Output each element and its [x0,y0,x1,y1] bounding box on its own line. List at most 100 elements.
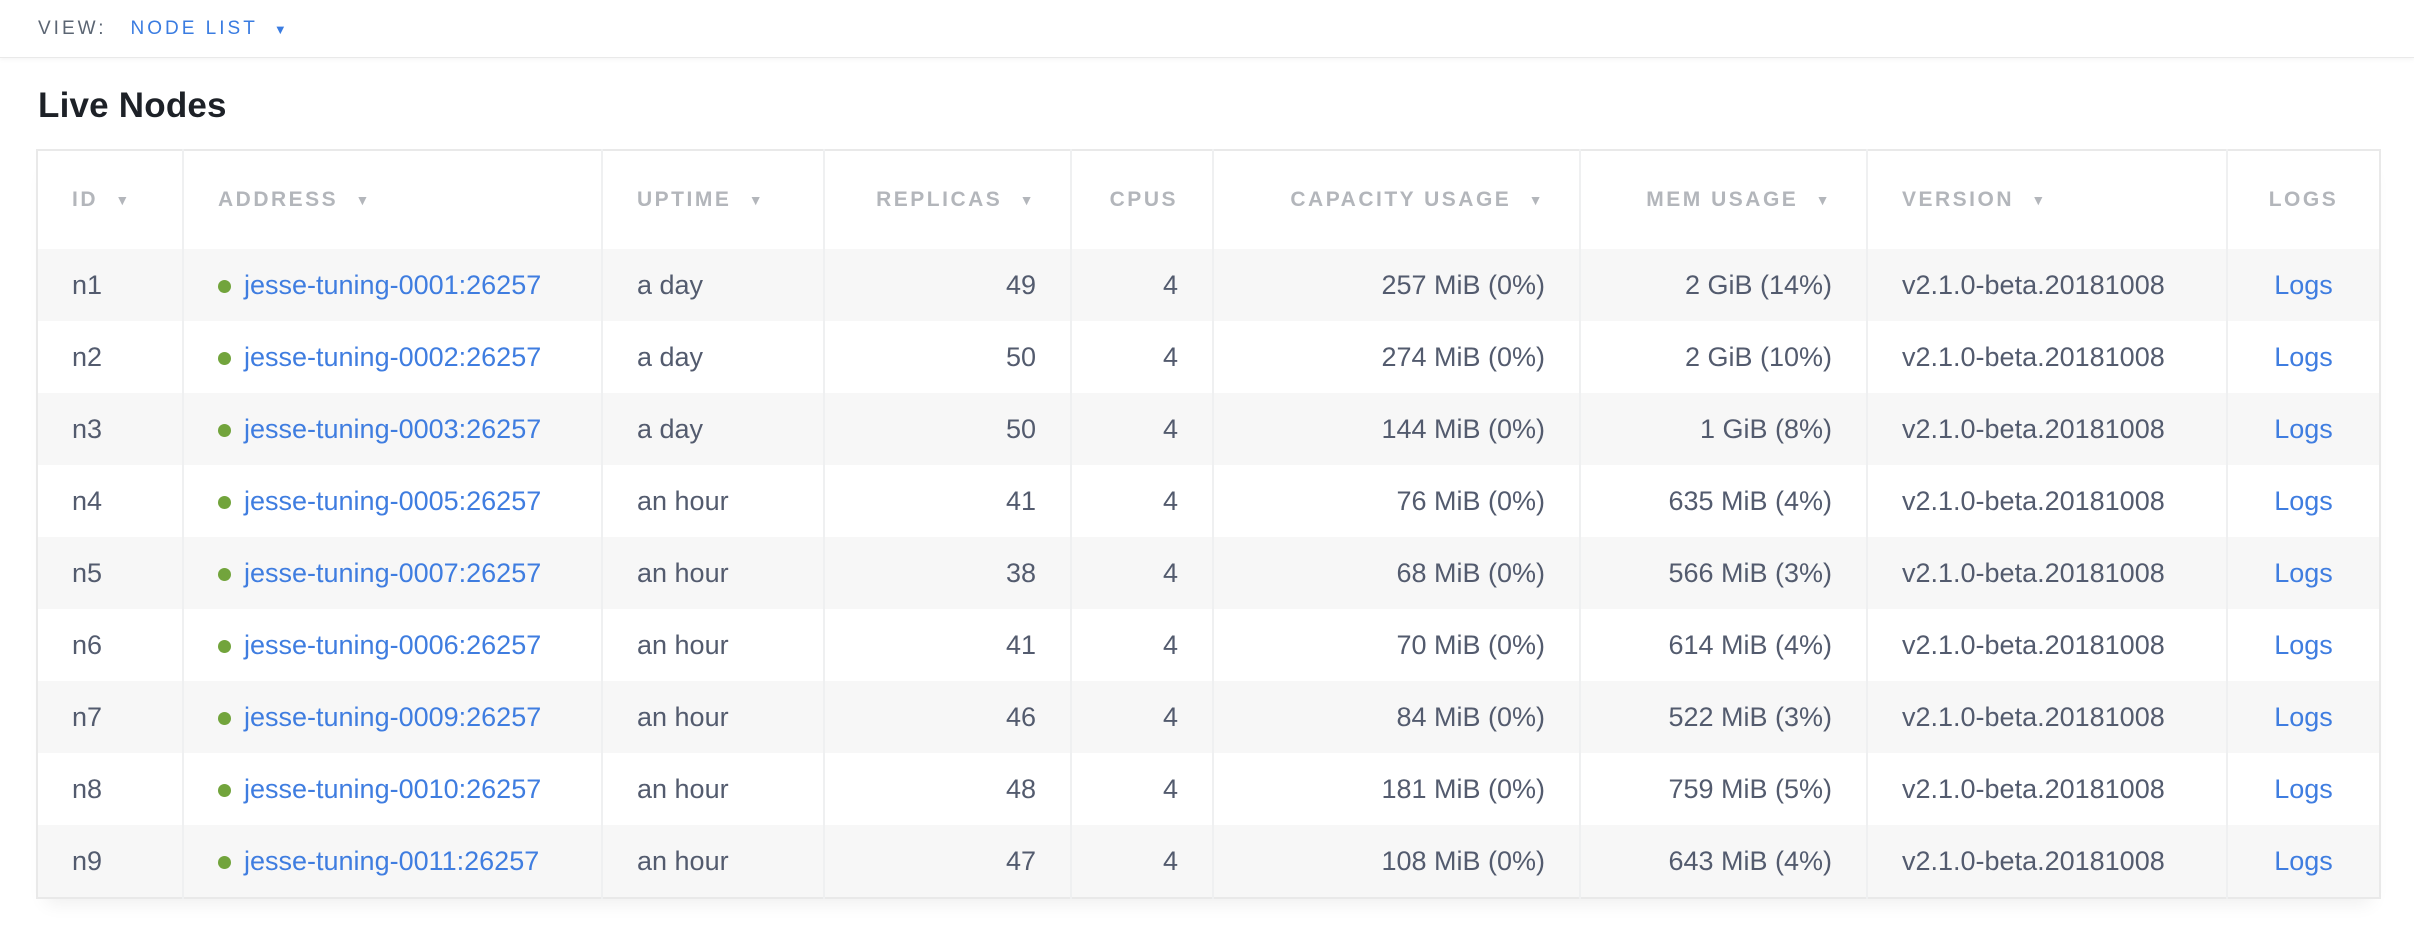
cell-node-id: n7 [37,681,183,753]
cell-node-id: n8 [37,753,183,825]
column-header: CPUS [1070,150,1213,249]
cell-replicas: 38 [823,537,1071,609]
cell-cpus: 4 [1070,249,1213,321]
column-header[interactable]: MEM USAGE ▼ [1579,150,1867,249]
sort-caret-icon: ▼ [1815,192,1832,208]
cell-node-id: n4 [37,465,183,537]
cell-uptime: an hour [601,681,824,753]
cell-node-id: n6 [37,609,183,681]
cell-logs: Logs [2226,393,2380,465]
cell-logs: Logs [2226,249,2380,321]
cell-replicas: 50 [823,393,1071,465]
cell-version: v2.1.0-beta.20181008 [1866,321,2227,393]
column-header-label: ID [72,188,98,211]
table-row: n1 jesse-tuning-0001:26257 a day 49 4 25… [37,249,2380,321]
table-row: n2 jesse-tuning-0002:26257 a day 50 4 27… [37,321,2380,393]
view-selector-dropdown[interactable]: NODE LIST ▼ [131,18,290,40]
cell-uptime: an hour [601,753,824,825]
cell-logs: Logs [2226,465,2380,537]
node-address-link[interactable]: jesse-tuning-0010:26257 [244,773,542,804]
logs-link[interactable]: Logs [2274,269,2333,300]
node-live-status-icon [218,279,231,293]
node-live-status-icon [218,639,231,653]
sort-caret-icon: ▼ [1019,192,1036,208]
cell-logs: Logs [2226,681,2380,753]
cell-node-id: n3 [37,393,183,465]
cell-capacity-usage: 257 MiB (0%) [1212,249,1580,321]
logs-link[interactable]: Logs [2274,701,2333,732]
live-nodes-section: ID ▼ ADDRESS ▼ UPTIME ▼ REPLICAS ▼ CPUS … [36,149,2381,899]
cell-address: jesse-tuning-0005:26257 [182,465,602,537]
column-header[interactable]: CAPACITY USAGE ▼ [1212,150,1580,249]
cell-replicas: 49 [823,249,1071,321]
sort-caret-icon: ▼ [1528,192,1545,208]
cell-version: v2.1.0-beta.20181008 [1866,609,2227,681]
table-row: n6 jesse-tuning-0006:26257 an hour 41 4 … [37,609,2380,681]
cell-mem-usage: 2 GiB (14%) [1579,249,1867,321]
cell-capacity-usage: 274 MiB (0%) [1212,321,1580,393]
node-address-link[interactable]: jesse-tuning-0009:26257 [244,701,542,732]
cell-address: jesse-tuning-0009:26257 [182,681,602,753]
logs-link[interactable]: Logs [2274,485,2333,516]
sort-caret-icon: ▼ [115,192,132,208]
cell-capacity-usage: 181 MiB (0%) [1212,753,1580,825]
cell-mem-usage: 759 MiB (5%) [1579,753,1867,825]
column-header[interactable]: ADDRESS ▼ [182,150,602,249]
column-header-label: VERSION [1902,188,2015,211]
cell-address: jesse-tuning-0001:26257 [182,249,602,321]
cell-version: v2.1.0-beta.20181008 [1866,825,2227,898]
logs-link[interactable]: Logs [2274,413,2333,444]
cell-node-id: n2 [37,321,183,393]
cell-capacity-usage: 70 MiB (0%) [1212,609,1580,681]
logs-link[interactable]: Logs [2274,341,2333,372]
column-header-label: LOGS [2268,188,2339,211]
cell-address: jesse-tuning-0007:26257 [182,537,602,609]
column-header[interactable]: ID ▼ [37,150,183,249]
table-row: n4 jesse-tuning-0005:26257 an hour 41 4 … [37,465,2380,537]
node-address-link[interactable]: jesse-tuning-0003:26257 [244,413,542,444]
node-address-link[interactable]: jesse-tuning-0001:26257 [244,269,542,300]
cell-cpus: 4 [1070,537,1213,609]
cell-uptime: an hour [601,825,824,898]
cell-capacity-usage: 144 MiB (0%) [1212,393,1580,465]
cell-logs: Logs [2226,753,2380,825]
sort-caret-icon: ▼ [748,192,766,208]
table-row: n9 jesse-tuning-0011:26257 an hour 47 4 … [37,825,2380,898]
node-live-status-icon [218,783,231,797]
logs-link[interactable]: Logs [2274,773,2333,804]
table-row: n5 jesse-tuning-0007:26257 an hour 38 4 … [37,537,2380,609]
logs-link[interactable]: Logs [2274,557,2333,588]
node-address-link[interactable]: jesse-tuning-0007:26257 [244,557,542,588]
sort-caret-icon: ▼ [2031,192,2048,208]
cell-uptime: a day [601,249,824,321]
cell-address: jesse-tuning-0003:26257 [182,393,602,465]
cell-mem-usage: 643 MiB (4%) [1579,825,1867,898]
table-row: n8 jesse-tuning-0010:26257 an hour 48 4 … [37,753,2380,825]
cell-uptime: a day [601,321,824,393]
cell-replicas: 48 [823,753,1071,825]
table-row: n3 jesse-tuning-0003:26257 a day 50 4 14… [37,393,2380,465]
cell-cpus: 4 [1070,825,1213,898]
cell-replicas: 41 [823,609,1071,681]
cell-node-id: n5 [37,537,183,609]
column-header-label: CPUS [1109,188,1178,211]
logs-link[interactable]: Logs [2274,629,2333,660]
logs-link[interactable]: Logs [2274,845,2333,876]
cell-cpus: 4 [1070,609,1213,681]
cell-capacity-usage: 76 MiB (0%) [1212,465,1580,537]
column-header-label: UPTIME [637,188,732,211]
node-address-link[interactable]: jesse-tuning-0005:26257 [244,485,542,516]
node-address-link[interactable]: jesse-tuning-0002:26257 [244,341,542,372]
node-address-link[interactable]: jesse-tuning-0006:26257 [244,629,542,660]
node-address-link[interactable]: jesse-tuning-0011:26257 [244,845,540,876]
live-nodes-table: ID ▼ ADDRESS ▼ UPTIME ▼ REPLICAS ▼ CPUS … [36,149,2381,899]
cell-cpus: 4 [1070,465,1213,537]
column-header[interactable]: REPLICAS ▼ [823,150,1071,249]
cell-cpus: 4 [1070,753,1213,825]
cell-logs: Logs [2226,609,2380,681]
column-header[interactable]: VERSION ▼ [1866,150,2227,249]
column-header-label: REPLICAS [876,188,1003,211]
column-header[interactable]: UPTIME ▼ [601,150,824,249]
cell-version: v2.1.0-beta.20181008 [1866,681,2227,753]
node-live-status-icon [218,495,231,509]
